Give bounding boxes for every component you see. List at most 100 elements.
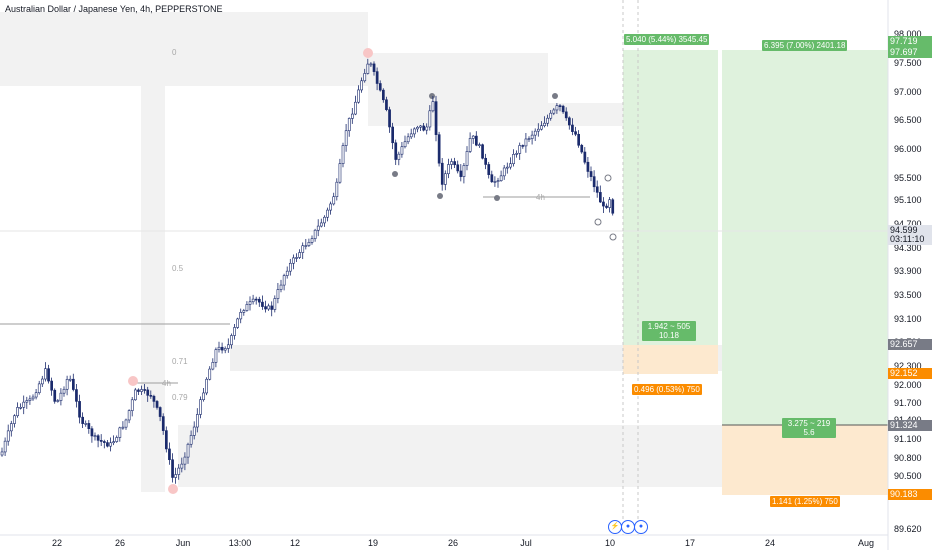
candle-body — [478, 144, 481, 147]
swing-low-marker — [128, 376, 138, 386]
stop-tag: 90.183 — [888, 489, 932, 500]
calendar-event-icon[interactable]: ⚡ — [608, 520, 622, 534]
candle-body — [140, 389, 143, 392]
entry-tag: 92.152 — [888, 368, 932, 379]
swing-high-marker — [363, 48, 373, 58]
candle-body — [254, 298, 258, 301]
candle-body — [16, 407, 19, 417]
candle-body — [93, 435, 97, 438]
time-tick-label: 22 — [52, 538, 62, 548]
candle-body — [202, 392, 205, 401]
candle-body — [409, 133, 413, 138]
candle-body — [357, 89, 360, 103]
fib-label-05: 0.5 — [172, 264, 184, 273]
candle-body — [264, 306, 267, 310]
tf-label-2: 4h — [536, 193, 545, 202]
candle-body — [580, 144, 584, 153]
symbol-title[interactable]: Australian Dollar / Japanese Yen, 4h, PE… — [5, 4, 223, 14]
time-tick-label: 19 — [368, 538, 378, 548]
candle-body — [608, 199, 611, 208]
candle-body — [78, 401, 81, 418]
candle-body — [509, 163, 512, 168]
small-position-loss[interactable] — [623, 345, 718, 374]
candle-body — [304, 245, 308, 247]
candle-body — [177, 467, 181, 475]
candle-body — [431, 101, 435, 112]
candle-body — [378, 83, 382, 91]
candle-body — [338, 163, 342, 183]
candle-body — [589, 171, 593, 177]
candle-body — [474, 135, 478, 146]
candle-body — [428, 110, 432, 128]
candle-body — [540, 125, 543, 130]
candle-body — [319, 222, 323, 227]
candle-body — [257, 298, 261, 303]
candle-body — [388, 109, 391, 128]
candle-body — [493, 181, 497, 183]
flag-au-icon[interactable]: ● — [621, 520, 635, 534]
candle-body — [518, 145, 522, 154]
price-tick-label: 96.000 — [894, 144, 922, 154]
candle-body — [326, 209, 329, 218]
countdown-tag: 03:11:10 — [888, 234, 932, 245]
candle-body — [196, 414, 199, 428]
pivot-low-2 — [437, 193, 443, 199]
candle-body — [137, 389, 140, 392]
candle-body — [189, 435, 193, 445]
candle-body — [87, 423, 91, 429]
candle-body — [99, 440, 103, 442]
candle-body — [68, 378, 72, 381]
candle-body — [149, 395, 153, 397]
candle-body — [583, 151, 587, 163]
candle-body — [53, 389, 57, 402]
candle-body — [112, 441, 115, 444]
small-stop-label: 0.496 (0.53%) 750 — [632, 384, 702, 395]
candle-body — [602, 201, 605, 207]
price-tick-label: 90.800 — [894, 453, 922, 463]
candle-body — [487, 164, 491, 175]
candle-body — [394, 142, 398, 160]
price-tick-label: 91.100 — [894, 434, 922, 444]
candle-body — [422, 125, 426, 131]
target-top-tag-2: 97.697 — [888, 47, 932, 58]
price-tick-label: 96.500 — [894, 115, 922, 125]
candle-body — [59, 392, 63, 401]
candle-body — [515, 153, 518, 155]
candle-body — [381, 89, 385, 101]
candle-body — [586, 161, 590, 172]
candle-body — [416, 126, 419, 130]
fib-label-071: 0.71 — [172, 357, 188, 366]
pivot-high-2 — [552, 93, 558, 99]
candle-body — [369, 63, 373, 66]
candle-body — [552, 109, 556, 114]
candlestick-series — [0, 58, 615, 484]
candle-body — [412, 128, 416, 135]
flag-jp-icon[interactable]: ● — [634, 520, 648, 534]
candle-body — [90, 428, 94, 437]
small-ratio-line1: 1.942 ~ 505 — [647, 322, 691, 331]
candle-body — [295, 257, 298, 259]
small-position-profit[interactable] — [623, 50, 718, 345]
candle-body — [611, 199, 615, 214]
candle-body — [555, 105, 559, 111]
candle-body — [180, 463, 184, 469]
candle-body — [158, 407, 162, 417]
candle-body — [595, 186, 599, 193]
candle-body — [56, 400, 60, 402]
candle-body — [276, 289, 280, 299]
candle-body — [605, 205, 608, 208]
candle-body — [335, 181, 339, 198]
candle-body — [118, 427, 122, 438]
candle-body — [75, 389, 78, 402]
candle-body — [459, 170, 463, 177]
price-tick-label: 92.000 — [894, 380, 922, 390]
candle-body — [0, 451, 4, 456]
price-tick-label: 93.100 — [894, 314, 922, 324]
candle-body — [6, 430, 10, 442]
candle-body — [270, 305, 274, 310]
candle-body — [366, 63, 370, 74]
candle-body — [10, 423, 13, 432]
big-position-profit[interactable] — [722, 50, 888, 425]
